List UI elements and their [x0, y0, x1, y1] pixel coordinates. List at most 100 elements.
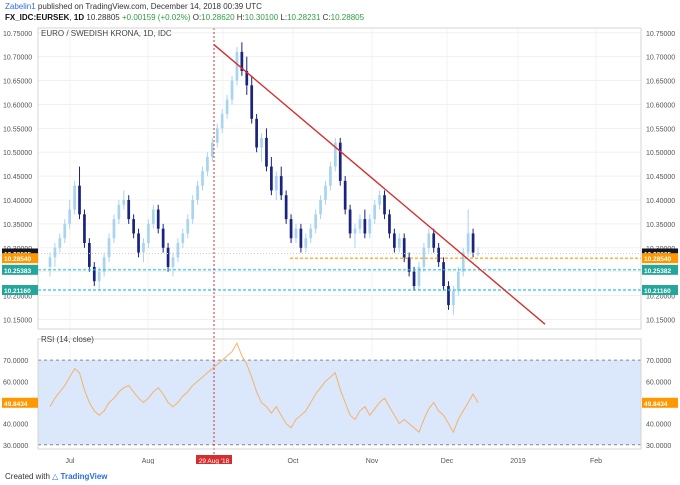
symbol-label: FX_IDC:EURSEK	[5, 13, 70, 22]
candle-body	[176, 243, 180, 258]
rsi-badge-left-bg	[2, 397, 38, 408]
price-tick-right: 10.35000	[646, 222, 675, 229]
candle-body	[412, 271, 416, 286]
candle-body	[166, 247, 170, 267]
time-tick-label: Dec	[441, 458, 454, 464]
grid-layer	[38, 28, 641, 449]
rsi-badge-right: 49.8434	[644, 401, 668, 408]
time-tick-label: Oct	[288, 458, 299, 464]
candle-body	[466, 233, 470, 253]
price-badge-left: 10.25383	[4, 268, 31, 275]
candle-body	[476, 253, 480, 255]
price-tick-right: 10.75000	[646, 31, 675, 38]
candle-body	[260, 137, 263, 148]
price-badge-left: 10.21160	[4, 288, 31, 295]
price-tick-right: 10.50000	[646, 150, 675, 157]
price-tick-left: 10.75000	[3, 31, 32, 38]
low-label: L:	[280, 13, 288, 22]
rsi-tick-left: 60.0000	[3, 379, 28, 386]
candle-body	[461, 252, 465, 272]
candle-body	[235, 51, 239, 81]
price-badge-right-bg	[642, 253, 678, 264]
price-badge-left: 10.28540	[4, 256, 31, 263]
candle-body	[333, 142, 337, 167]
candle-body	[442, 262, 445, 286]
price-tick-right: 10.70000	[646, 55, 675, 62]
price-badge-right: 10.25382	[644, 268, 671, 275]
candle-body	[206, 157, 209, 172]
rsi-tick-left: 70.0000	[3, 358, 28, 365]
candle-body	[309, 228, 313, 239]
price-tick-left: 10.65000	[3, 79, 32, 86]
candle-body	[324, 185, 327, 200]
candle-body	[353, 228, 357, 234]
candle-body	[210, 142, 214, 157]
candle-body	[122, 200, 126, 205]
candle-body	[432, 233, 436, 248]
candle-body	[161, 228, 165, 248]
candle-body	[284, 195, 288, 220]
rsi-line	[49, 342, 479, 434]
candle-body	[265, 137, 268, 167]
candle-body	[240, 51, 244, 71]
time-tick-label: Jul	[66, 458, 75, 464]
price-pane-title: EURO / SWEDISH KRONA, 1D, IDC	[41, 29, 172, 38]
candle-body	[274, 176, 278, 191]
rsi-tick-right: 30.0000	[646, 443, 671, 450]
rsi-tick-left: 30.0000	[3, 443, 28, 450]
price-tick-left: 10.50000	[3, 150, 32, 157]
author-link[interactable]: Zabelin1	[5, 2, 36, 11]
date-marker-badge	[196, 455, 232, 465]
candle-body	[407, 257, 411, 272]
candle-body	[393, 233, 396, 248]
price-badge-right: 10.28540	[644, 256, 671, 263]
candle-body	[107, 238, 111, 258]
price-tick-left: 10.35000	[3, 222, 32, 229]
candle-body	[58, 238, 62, 248]
close-label: C:	[322, 13, 331, 22]
candle-body	[314, 214, 318, 229]
tradingview-logo-icon: △	[52, 472, 59, 481]
price-tick-left: 10.60000	[3, 102, 32, 109]
publish-line: Zabelin1 published on TradingView.com, D…	[5, 2, 262, 11]
candle-body	[343, 180, 347, 210]
high-value: 10.30100	[244, 13, 279, 22]
candle-body	[196, 185, 199, 200]
rsi-badge-left: 49.8434	[4, 401, 28, 408]
candle-body	[348, 209, 352, 234]
candle-body	[83, 214, 86, 243]
candle-body	[142, 243, 145, 253]
candles-layer	[48, 42, 480, 315]
candle-body	[92, 266, 96, 282]
candle-body	[338, 142, 342, 181]
candle-body	[319, 200, 322, 215]
candle-body	[215, 128, 219, 143]
price-badge-left-bg	[2, 253, 38, 264]
candle-body	[255, 118, 258, 148]
candle-body	[191, 200, 195, 220]
candle-body	[201, 171, 204, 186]
overlay-layer	[38, 28, 641, 455]
published-text: published on TradingView.com, December 1…	[37, 2, 262, 11]
price-badge-right-bg	[642, 285, 678, 296]
candle-body	[397, 238, 401, 248]
candle-body	[63, 223, 67, 239]
price-chart-svg[interactable]: 10.75000 10.75000 10.70000 10.70000 10.65000…	[0, 24, 680, 465]
candle-body	[250, 85, 254, 119]
tradingview-brand-link[interactable]: TradingView	[60, 472, 108, 481]
candle-body	[417, 266, 421, 286]
ohlc-line: FX_IDC:EURSEK, 1D 10.28805 +0.00159 (+0.…	[5, 13, 365, 22]
chart-area[interactable]: 10.75000 10.75000 10.70000 10.70000 10.65000…	[0, 24, 680, 465]
candle-body	[299, 228, 303, 248]
candle-body	[88, 243, 91, 267]
price-badge-left-bg	[2, 285, 38, 296]
candle-body	[156, 209, 160, 229]
price-tick-right: 10.20000	[646, 294, 675, 301]
candle-body	[388, 214, 391, 234]
rsi-tick-right: 70.0000	[646, 358, 671, 365]
price-tick-left: 10.40000	[3, 198, 32, 205]
time-tick-label: 2019	[510, 458, 526, 464]
candle-body	[147, 223, 150, 243]
candle-body	[220, 114, 224, 129]
candle-body	[402, 238, 406, 258]
